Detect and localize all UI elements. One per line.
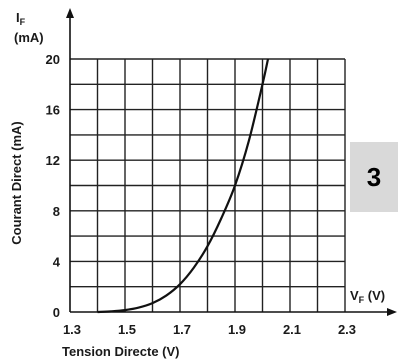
grid [70,58,346,312]
forward-current-curve [97,58,270,314]
y-tick-label: 12 [46,153,60,168]
x-axis-title: Tension Directe (V) [62,344,180,359]
x-axis-arrow [387,308,397,316]
y-tick-label: 20 [46,52,60,67]
x-tick-label: 2.1 [283,322,301,337]
x-axis-symbol: VF (V) [350,288,385,305]
x-tick-label: 1.9 [228,322,246,337]
y-tick-labels: 0 4 8 12 16 20 [46,52,61,320]
x-tick-label: 2.3 [338,322,356,337]
y-tick-label: 4 [53,254,61,269]
y-tick-label: 0 [53,305,60,320]
x-tick-label: 1.3 [63,322,81,337]
x-tick-label: 1.5 [118,322,136,337]
y-axis-title: Courant Direct (mA) [9,121,24,245]
x-tick-labels: 1.3 1.5 1.7 1.9 2.1 2.3 [63,322,356,337]
figure-number-badge: 3 [350,142,398,212]
x-tick-label: 1.7 [173,322,191,337]
y-axis-symbol: IF [16,10,26,27]
y-axis-arrow [66,8,74,18]
y-tick-label: 8 [53,204,60,219]
y-axis-unit: (mA) [14,30,44,45]
y-tick-label: 16 [46,103,60,118]
